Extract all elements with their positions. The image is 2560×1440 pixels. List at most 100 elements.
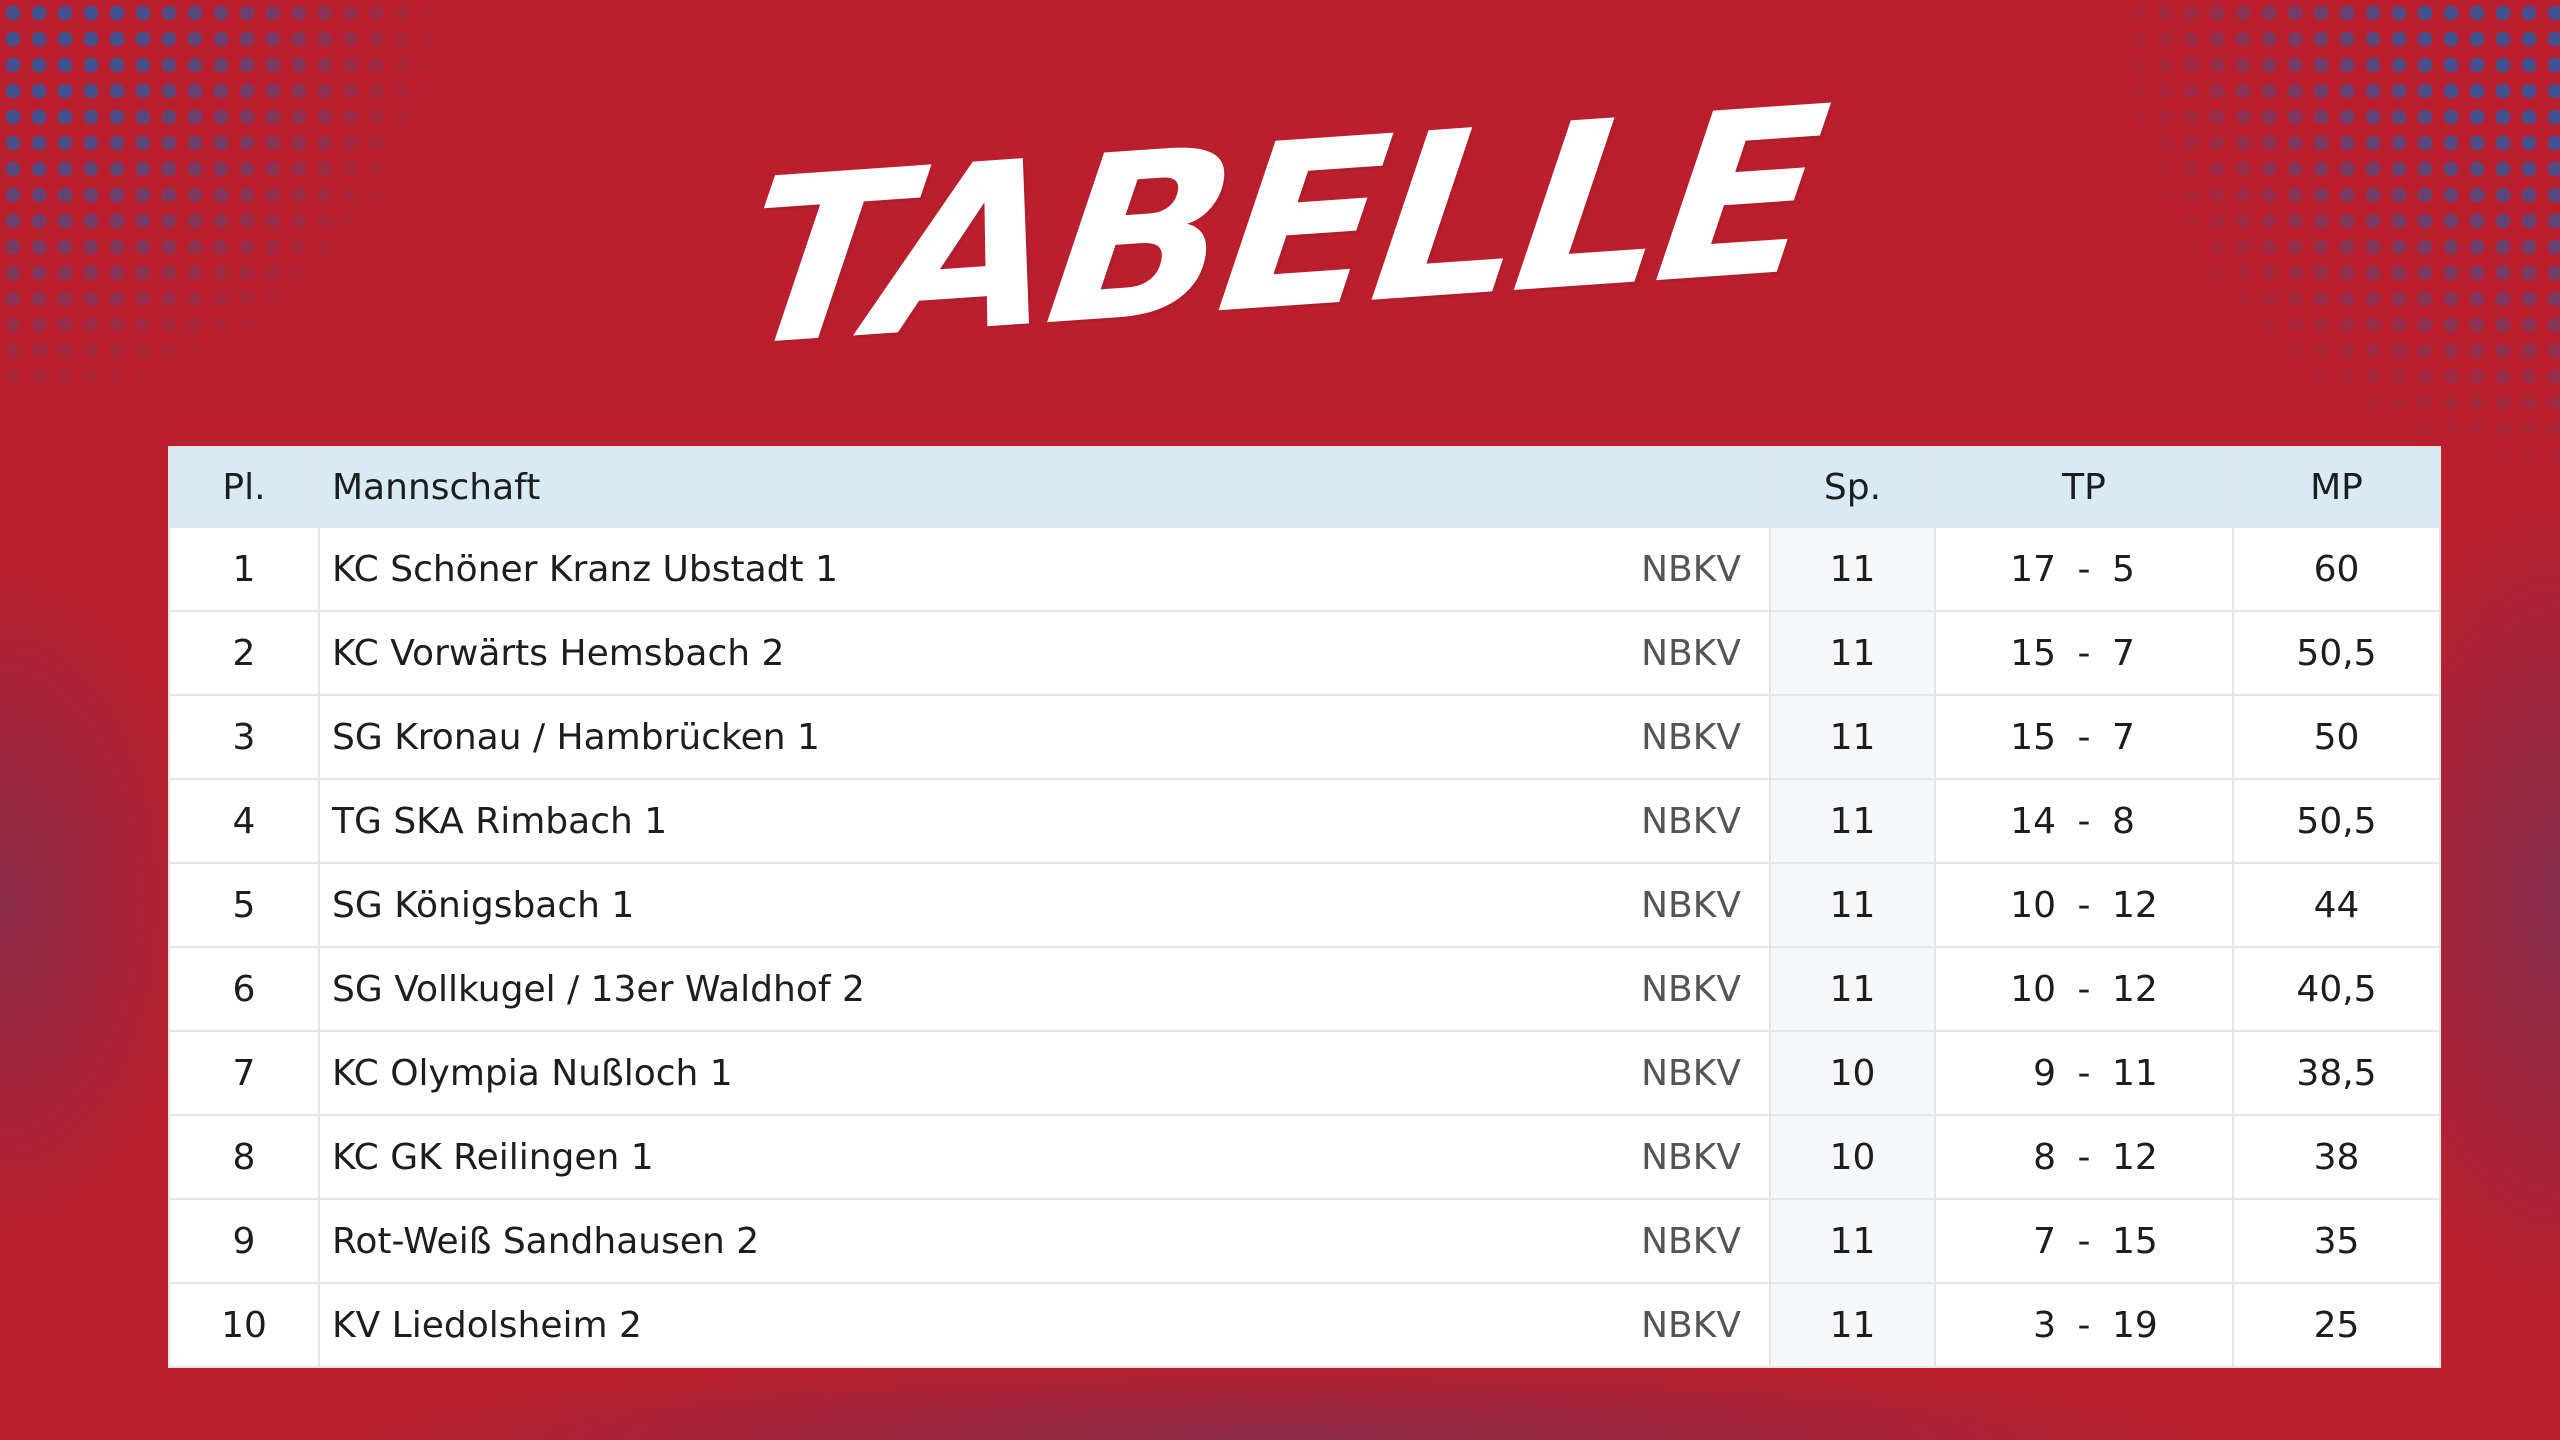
header-team: Mannschaft bbox=[318, 446, 1771, 528]
tp-cell: 10-12 bbox=[1934, 946, 2234, 1032]
table-row: 9 Rot-Weiß Sandhausen 2 NBKV 11 7-15 35 bbox=[168, 1198, 2441, 1284]
federation-cell: NBKV bbox=[1044, 1198, 1771, 1284]
tp-separator: - bbox=[2077, 548, 2091, 590]
table-row: 3 SG Kronau / Hambrücken 1 NBKV 11 15-7 50 bbox=[168, 694, 2441, 780]
federation-cell: NBKV bbox=[1044, 526, 1771, 612]
team-cell: TG SKA Rimbach 1 bbox=[318, 778, 1045, 864]
mp-cell: 50,5 bbox=[2232, 778, 2441, 864]
team-cell: SG Vollkugel / 13er Waldhof 2 bbox=[318, 946, 1045, 1032]
tp-cell: 14-8 bbox=[1934, 778, 2234, 864]
tp-separator: - bbox=[2077, 968, 2091, 1010]
header-mp: MP bbox=[2232, 446, 2441, 528]
federation-cell: NBKV bbox=[1044, 1282, 1771, 1368]
header-place: Pl. bbox=[168, 446, 320, 528]
team-cell: SG Kronau / Hambrücken 1 bbox=[318, 694, 1045, 780]
tp-won: 15 bbox=[2010, 632, 2056, 674]
place-cell: 9 bbox=[168, 1198, 320, 1284]
place-cell: 3 bbox=[168, 694, 320, 780]
table-row: 8 KC GK Reilingen 1 NBKV 10 8-12 38 bbox=[168, 1114, 2441, 1200]
tp-separator: - bbox=[2077, 1052, 2091, 1094]
team-cell: KC GK Reilingen 1 bbox=[318, 1114, 1045, 1200]
mp-cell: 40,5 bbox=[2232, 946, 2441, 1032]
games-cell: 11 bbox=[1769, 862, 1936, 948]
tp-lost: 5 bbox=[2112, 548, 2135, 590]
tp-separator: - bbox=[2077, 800, 2091, 842]
games-cell: 11 bbox=[1769, 694, 1936, 780]
mp-cell: 50 bbox=[2232, 694, 2441, 780]
place-cell: 6 bbox=[168, 946, 320, 1032]
header-games: Sp. bbox=[1769, 446, 1936, 528]
games-cell: 11 bbox=[1769, 778, 1936, 864]
tp-separator: - bbox=[2077, 1220, 2091, 1262]
tp-cell: 9-11 bbox=[1934, 1030, 2234, 1116]
tp-lost: 7 bbox=[2112, 716, 2135, 758]
federation-cell: NBKV bbox=[1044, 946, 1771, 1032]
mp-cell: 44 bbox=[2232, 862, 2441, 948]
place-cell: 4 bbox=[168, 778, 320, 864]
games-cell: 10 bbox=[1769, 1114, 1936, 1200]
tp-lost: 19 bbox=[2112, 1304, 2158, 1346]
place-cell: 7 bbox=[168, 1030, 320, 1116]
tp-lost: 8 bbox=[2112, 800, 2135, 842]
standings-table: Pl. Mannschaft Sp. TP MP 1 KC Schöner Kra… bbox=[168, 446, 2441, 1368]
mp-cell: 35 bbox=[2232, 1198, 2441, 1284]
tp-lost: 11 bbox=[2112, 1052, 2158, 1094]
team-cell: KC Schöner Kranz Ubstadt 1 bbox=[318, 526, 1045, 612]
table-header-row: Pl. Mannschaft Sp. TP MP bbox=[168, 446, 2441, 528]
games-cell: 11 bbox=[1769, 946, 1936, 1032]
games-cell: 11 bbox=[1769, 610, 1936, 696]
tp-cell: 8-12 bbox=[1934, 1114, 2234, 1200]
table-row: 1 KC Schöner Kranz Ubstadt 1 NBKV 11 17-5 60 bbox=[168, 526, 2441, 612]
tp-won: 15 bbox=[2010, 716, 2056, 758]
team-cell: Rot-Weiß Sandhausen 2 bbox=[318, 1198, 1045, 1284]
team-cell: SG Königsbach 1 bbox=[318, 862, 1045, 948]
place-cell: 2 bbox=[168, 610, 320, 696]
federation-cell: NBKV bbox=[1044, 862, 1771, 948]
mp-cell: 60 bbox=[2232, 526, 2441, 612]
federation-cell: NBKV bbox=[1044, 694, 1771, 780]
tp-lost: 12 bbox=[2112, 884, 2158, 926]
games-cell: 11 bbox=[1769, 526, 1936, 612]
tp-won: 10 bbox=[2010, 884, 2056, 926]
team-cell: KV Liedolsheim 2 bbox=[318, 1282, 1045, 1368]
team-cell: KC Vorwärts Hemsbach 2 bbox=[318, 610, 1045, 696]
tp-won: 3 bbox=[2033, 1304, 2056, 1346]
games-cell: 11 bbox=[1769, 1282, 1936, 1368]
table-row: 7 KC Olympia Nußloch 1 NBKV 10 9-11 38,5 bbox=[168, 1030, 2441, 1116]
tp-separator: - bbox=[2077, 884, 2091, 926]
table-row: 2 KC Vorwärts Hemsbach 2 NBKV 11 15-7 50,5 bbox=[168, 610, 2441, 696]
tp-won: 9 bbox=[2033, 1052, 2056, 1094]
tp-lost: 12 bbox=[2112, 968, 2158, 1010]
tp-won: 17 bbox=[2010, 548, 2056, 590]
table-row: 6 SG Vollkugel / 13er Waldhof 2 NBKV 11 10-1… bbox=[168, 946, 2441, 1032]
tp-won: 8 bbox=[2033, 1136, 2056, 1178]
federation-cell: NBKV bbox=[1044, 1030, 1771, 1116]
tp-cell: 15-7 bbox=[1934, 610, 2234, 696]
table-row: 4 TG SKA Rimbach 1 NBKV 11 14-8 50,5 bbox=[168, 778, 2441, 864]
place-cell: 8 bbox=[168, 1114, 320, 1200]
games-cell: 11 bbox=[1769, 1198, 1936, 1284]
federation-cell: NBKV bbox=[1044, 778, 1771, 864]
tp-cell: 10-12 bbox=[1934, 862, 2234, 948]
place-cell: 10 bbox=[168, 1282, 320, 1368]
header-tp: TP bbox=[1934, 446, 2234, 528]
tp-separator: - bbox=[2077, 716, 2091, 758]
mp-cell: 38 bbox=[2232, 1114, 2441, 1200]
tp-lost: 15 bbox=[2112, 1220, 2158, 1262]
team-cell: KC Olympia Nußloch 1 bbox=[318, 1030, 1045, 1116]
mp-cell: 25 bbox=[2232, 1282, 2441, 1368]
tp-cell: 7-15 bbox=[1934, 1198, 2234, 1284]
table-row: 10 KV Liedolsheim 2 NBKV 11 3-19 25 bbox=[168, 1282, 2441, 1368]
federation-cell: NBKV bbox=[1044, 1114, 1771, 1200]
tp-won: 14 bbox=[2010, 800, 2056, 842]
federation-cell: NBKV bbox=[1044, 610, 1771, 696]
tp-separator: - bbox=[2077, 1136, 2091, 1178]
games-cell: 10 bbox=[1769, 1030, 1936, 1116]
mp-cell: 50,5 bbox=[2232, 610, 2441, 696]
tp-lost: 12 bbox=[2112, 1136, 2158, 1178]
tp-separator: - bbox=[2077, 632, 2091, 674]
table-row: 5 SG Königsbach 1 NBKV 11 10-12 44 bbox=[168, 862, 2441, 948]
tp-cell: 15-7 bbox=[1934, 694, 2234, 780]
tp-cell: 3-19 bbox=[1934, 1282, 2234, 1368]
place-cell: 5 bbox=[168, 862, 320, 948]
